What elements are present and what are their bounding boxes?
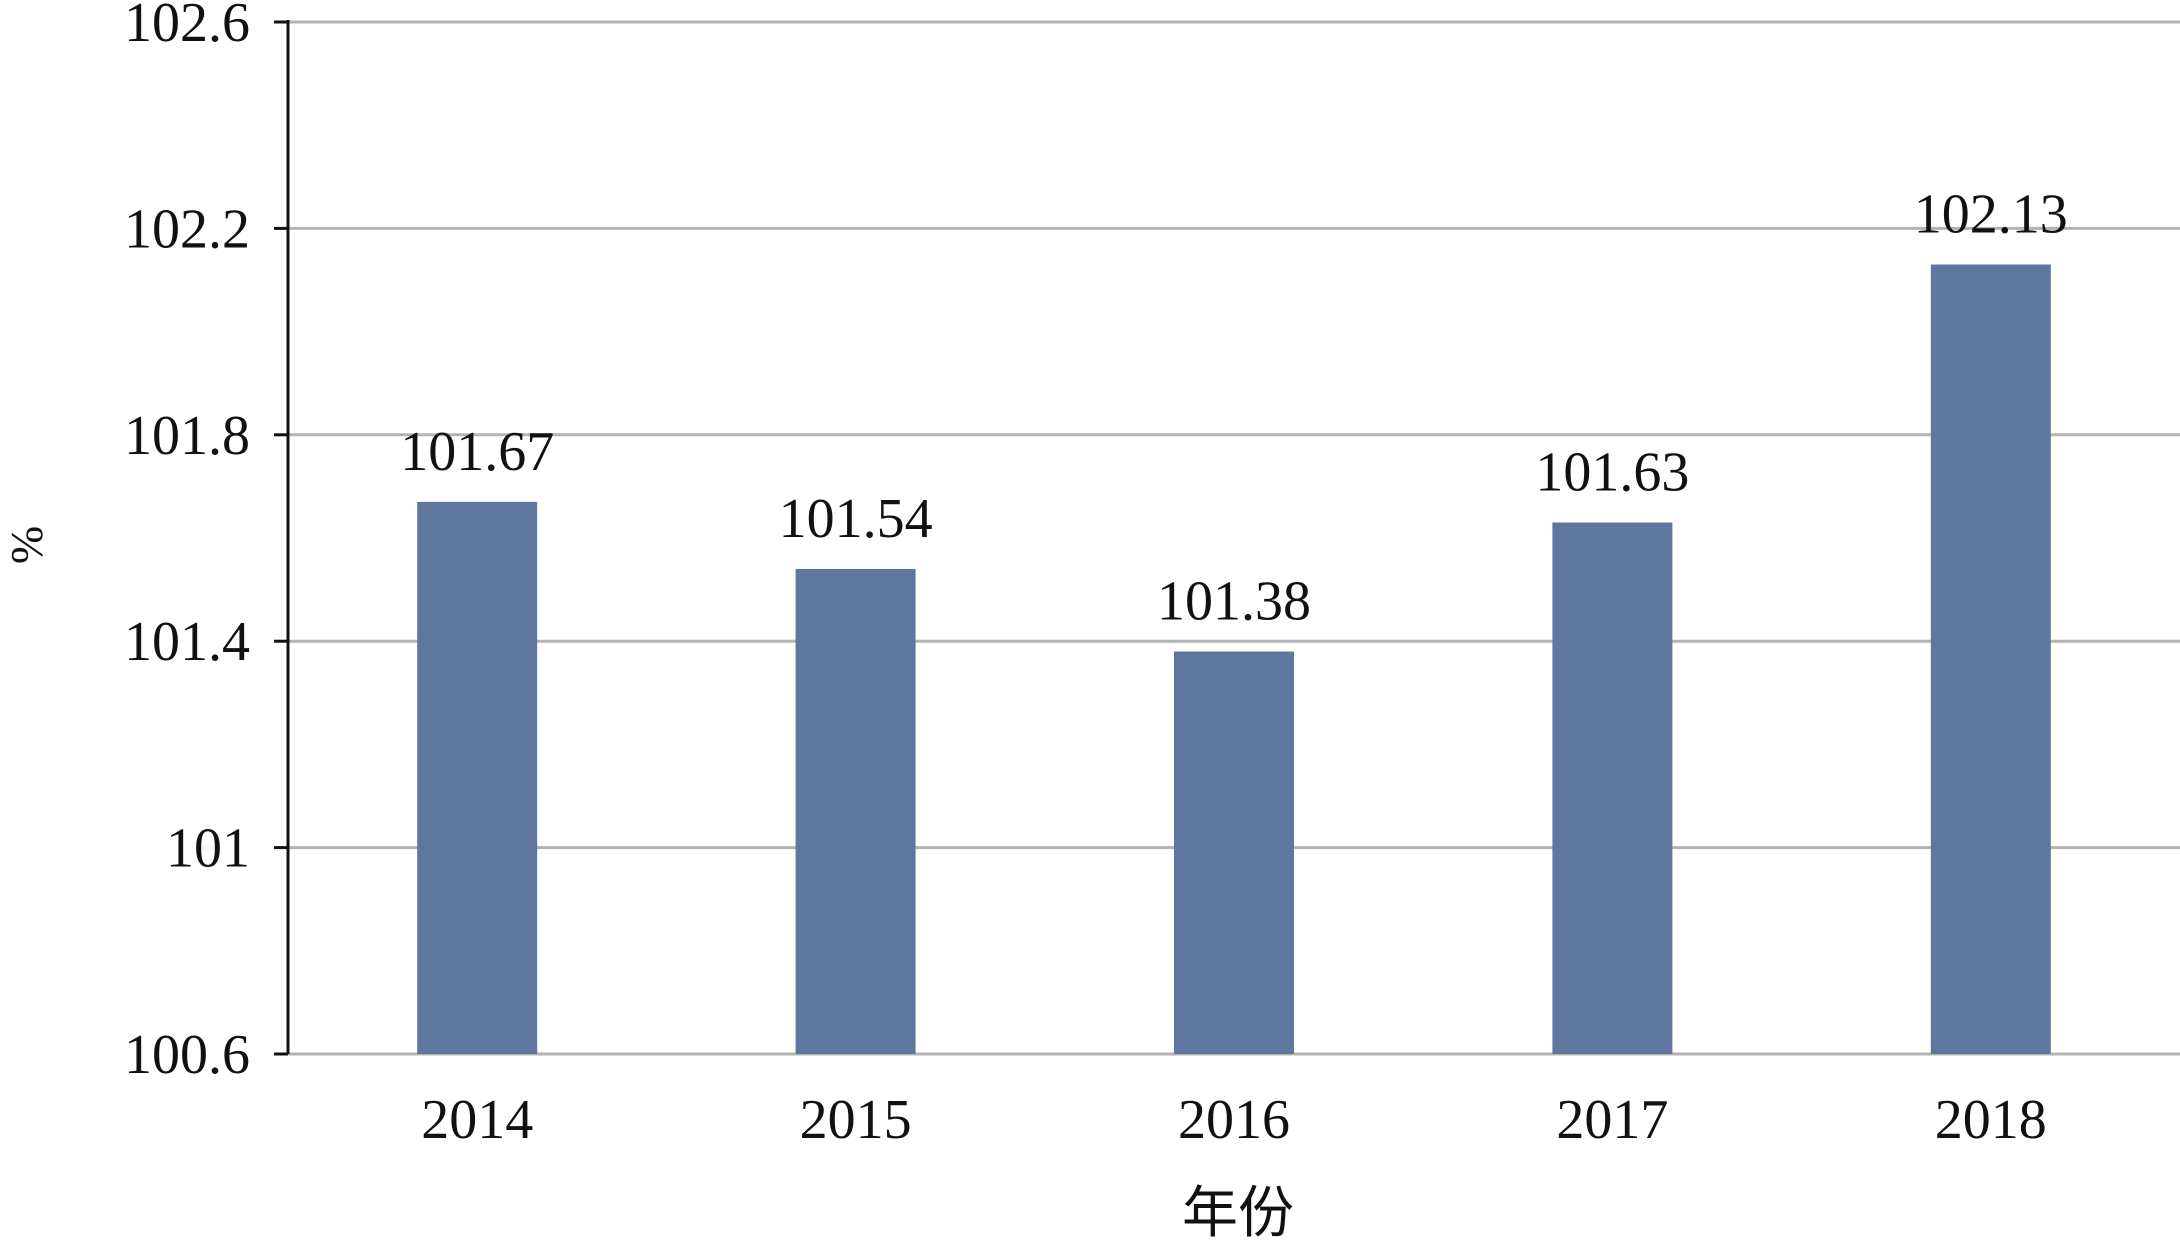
bar-2015 [795,568,916,1054]
x-tick-label: 2016 [1178,1089,1290,1151]
bar-2014 [417,501,538,1054]
data-label: 101.67 [400,421,554,483]
y-tick-label: 100.6 [124,1024,250,1086]
y-axis-title: % [1,526,52,564]
bar-2017 [1552,522,1673,1054]
x-tick-label: 2017 [1556,1089,1668,1151]
labels: 100.6 101 101.4 101.8 102.2 102.6 101.67 2014 10… [124,0,2068,1151]
x-tick-label: 2015 [800,1089,912,1151]
bar-2016 [1174,651,1294,1054]
y-tick-label: 101 [166,818,250,880]
data-label: 101.63 [1535,442,1689,504]
axes [274,20,290,1056]
x-tick-label: 2014 [421,1089,533,1151]
data-label: 101.54 [779,488,933,550]
gridlines [288,20,2180,1056]
data-label: 101.38 [1157,571,1311,633]
y-tick-label: 101.4 [124,611,250,673]
x-axis-title: 年份 [1182,1181,1294,1246]
data-label: 102.13 [1914,184,2068,246]
y-tick-label: 102.6 [124,0,250,54]
x-tick-label: 2018 [1935,1089,2047,1151]
bars [417,264,2051,1054]
bar-2018 [1930,264,2051,1054]
y-tick-label: 101.8 [124,405,250,467]
y-tick-label: 102.2 [124,198,250,260]
